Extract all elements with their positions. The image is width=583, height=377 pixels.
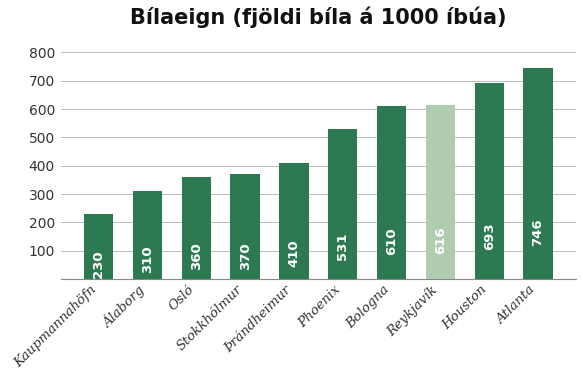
Text: 693: 693	[483, 222, 496, 250]
Text: 531: 531	[336, 232, 349, 260]
Bar	[377, 106, 406, 279]
Bar	[133, 191, 162, 279]
Bar	[426, 104, 455, 279]
Text: 410: 410	[287, 239, 300, 267]
Title: Bílaeign (fjöldi bíla á 1000 íbúa): Bílaeign (fjöldi bíla á 1000 íbúa)	[130, 7, 507, 28]
Bar	[524, 68, 553, 279]
Text: 370: 370	[238, 242, 252, 270]
Text: 230: 230	[92, 251, 105, 278]
Text: 610: 610	[385, 227, 398, 255]
Bar	[475, 83, 504, 279]
Text: 746: 746	[532, 219, 545, 246]
Bar	[230, 174, 259, 279]
Bar	[279, 163, 308, 279]
Bar	[328, 129, 357, 279]
Text: 360: 360	[189, 243, 203, 270]
Text: 310: 310	[141, 246, 154, 273]
Text: 616: 616	[434, 227, 447, 254]
Bar	[182, 177, 211, 279]
Bar	[84, 214, 113, 279]
